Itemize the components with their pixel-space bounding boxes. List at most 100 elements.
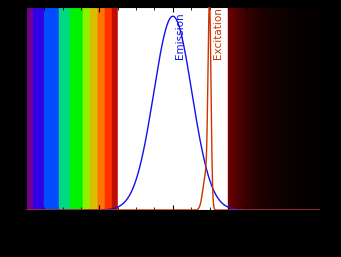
Bar — [307, 6, 308, 210]
Bar — [118, 6, 228, 210]
Bar — [82, 6, 83, 210]
Bar — [249, 6, 250, 210]
Bar — [309, 6, 310, 210]
Bar — [98, 6, 99, 210]
Bar — [95, 6, 96, 210]
Bar — [279, 6, 281, 210]
Bar — [312, 6, 313, 210]
Bar — [91, 6, 92, 210]
Bar — [261, 6, 262, 210]
Bar — [103, 6, 104, 210]
Bar — [286, 6, 287, 210]
Bar — [104, 6, 105, 210]
Y-axis label: Intensity (Arb. Units): Intensity (Arb. Units) — [5, 17, 20, 199]
Bar — [106, 6, 107, 210]
Bar — [278, 6, 279, 210]
Bar — [102, 6, 103, 210]
Bar — [63, 6, 64, 210]
Bar — [109, 6, 110, 210]
Bar — [302, 6, 303, 210]
Bar — [254, 6, 255, 210]
Bar — [76, 6, 77, 210]
X-axis label: Wavelength (nm): Wavelength (nm) — [92, 233, 253, 251]
Bar — [39, 6, 40, 210]
Bar — [240, 6, 242, 210]
Bar — [317, 6, 318, 210]
Bar — [297, 6, 298, 210]
Bar — [313, 6, 314, 210]
Bar — [310, 6, 312, 210]
Bar — [85, 6, 86, 210]
Bar — [35, 6, 36, 210]
Bar — [77, 6, 78, 210]
Bar — [276, 6, 277, 210]
Bar — [70, 6, 71, 210]
Bar — [260, 6, 261, 210]
Bar — [296, 6, 297, 210]
Bar — [292, 6, 293, 210]
Bar — [253, 6, 254, 210]
Bar — [32, 6, 33, 210]
Bar — [105, 6, 106, 210]
Bar — [90, 6, 91, 210]
Bar — [271, 6, 272, 210]
Bar — [83, 6, 84, 210]
Bar — [99, 6, 100, 210]
Bar — [298, 6, 299, 210]
Bar — [250, 6, 251, 210]
Bar — [291, 6, 292, 210]
Bar — [68, 6, 69, 210]
Bar — [239, 6, 240, 210]
Bar — [229, 6, 230, 210]
Bar — [87, 6, 88, 210]
Bar — [89, 6, 90, 210]
Bar — [81, 6, 82, 210]
Bar — [246, 6, 247, 210]
Bar — [84, 6, 85, 210]
Bar — [28, 6, 29, 210]
Bar — [242, 6, 243, 210]
Bar — [101, 6, 102, 210]
Bar — [75, 6, 76, 210]
Bar — [275, 6, 276, 210]
Bar — [78, 6, 79, 210]
Bar — [86, 6, 87, 210]
Bar — [259, 6, 260, 210]
Bar — [231, 6, 233, 210]
Bar — [252, 6, 253, 210]
Bar — [96, 6, 97, 210]
Bar — [27, 6, 28, 210]
Bar — [57, 6, 58, 210]
Bar — [230, 6, 231, 210]
Bar — [80, 6, 81, 210]
Bar — [293, 6, 294, 210]
Bar — [228, 6, 229, 210]
Bar — [97, 6, 98, 210]
Bar — [262, 6, 263, 210]
Bar — [255, 6, 256, 210]
Bar — [233, 6, 234, 210]
Bar — [49, 6, 50, 210]
Bar — [236, 6, 237, 210]
Bar — [303, 6, 305, 210]
Bar — [93, 6, 94, 210]
Bar — [55, 6, 56, 210]
Bar — [281, 6, 282, 210]
Bar — [54, 6, 55, 210]
Bar — [265, 6, 266, 210]
Bar — [33, 6, 34, 210]
Bar — [269, 6, 270, 210]
Bar — [65, 6, 66, 210]
Bar — [274, 6, 275, 210]
Bar — [51, 6, 52, 210]
Bar — [41, 6, 42, 210]
Bar — [258, 6, 259, 210]
Bar — [47, 6, 48, 210]
Bar — [306, 6, 307, 210]
Bar — [285, 6, 286, 210]
Bar — [29, 6, 30, 210]
Bar — [277, 6, 278, 210]
Bar — [245, 6, 246, 210]
Bar — [300, 6, 301, 210]
Bar — [272, 6, 274, 210]
